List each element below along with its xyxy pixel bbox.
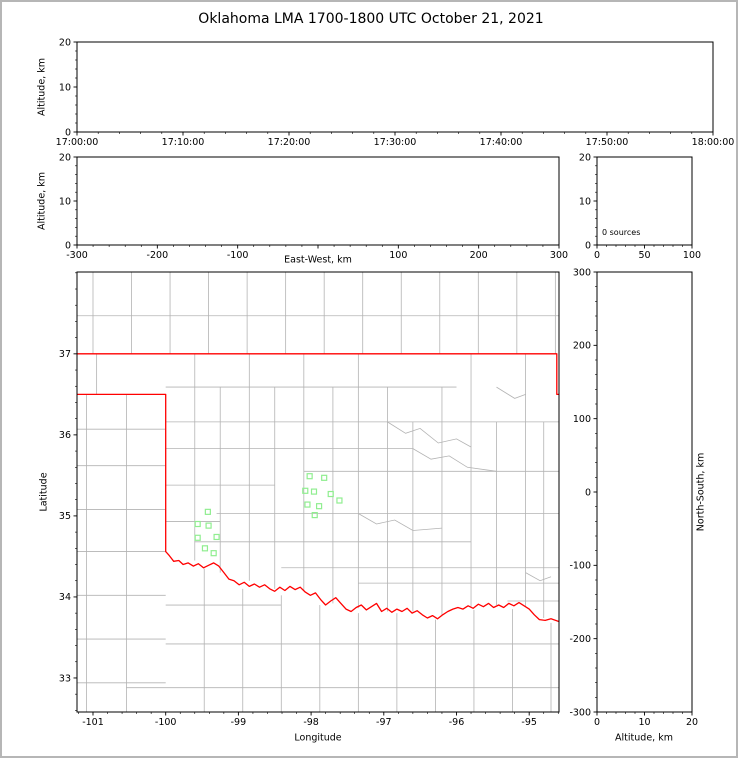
svg-text:200: 200 [470, 250, 488, 261]
time-altitude-ylabel: Altitude, km [36, 58, 48, 116]
map-ylabel: Latitude [38, 472, 50, 512]
altitude-hist-xlabel: Altitude, km [615, 732, 673, 744]
svg-text:100: 100 [389, 250, 407, 261]
svg-text:-100: -100 [227, 250, 249, 261]
map-xlabel: Longitude [294, 732, 342, 744]
svg-text:50: 50 [638, 250, 650, 261]
svg-text:-101: -101 [82, 717, 104, 728]
svg-text:-100: -100 [155, 717, 177, 728]
svg-text:20: 20 [59, 37, 71, 48]
svg-text:10: 10 [638, 717, 650, 728]
ew-altitude-ylabel: Altitude, km [36, 172, 48, 230]
svg-text:10: 10 [59, 196, 71, 207]
svg-text:0: 0 [594, 717, 600, 728]
panel-north-south [597, 272, 692, 712]
svg-text:17:20:00: 17:20:00 [268, 137, 311, 148]
svg-text:34: 34 [59, 592, 71, 603]
svg-text:200: 200 [573, 341, 591, 352]
svg-text:17:30:00: 17:30:00 [374, 137, 417, 148]
svg-text:100: 100 [573, 414, 591, 425]
svg-text:36: 36 [59, 430, 71, 441]
svg-text:0: 0 [594, 250, 600, 261]
panel-map [77, 272, 559, 712]
svg-text:-97: -97 [376, 717, 392, 728]
svg-text:35: 35 [59, 511, 71, 522]
svg-text:0: 0 [585, 487, 591, 498]
svg-text:17:00:00: 17:00:00 [56, 137, 99, 148]
panel-time-altitude [77, 42, 713, 132]
svg-text:-98: -98 [303, 717, 319, 728]
svg-text:33: 33 [59, 673, 71, 684]
svg-text:-200: -200 [569, 634, 591, 645]
svg-text:20: 20 [686, 717, 698, 728]
svg-text:37: 37 [59, 349, 71, 360]
svg-text:-300: -300 [66, 250, 88, 261]
svg-text:20: 20 [579, 152, 591, 163]
svg-text:20: 20 [59, 152, 71, 163]
ew-xlabel: East-West, km [284, 254, 352, 266]
svg-text:300: 300 [550, 250, 568, 261]
svg-text:0: 0 [65, 127, 71, 138]
svg-text:-300: -300 [569, 707, 591, 718]
svg-text:17:50:00: 17:50:00 [586, 137, 629, 148]
svg-text:-96: -96 [449, 717, 465, 728]
svg-text:0: 0 [585, 240, 591, 251]
figure-title: Oklahoma LMA 1700-1800 UTC October 21, 2… [198, 11, 544, 27]
svg-text:-100: -100 [569, 561, 591, 572]
svg-text:17:40:00: 17:40:00 [480, 137, 523, 148]
svg-text:17:10:00: 17:10:00 [162, 137, 205, 148]
svg-text:10: 10 [579, 196, 591, 207]
panel-ew-altitude [77, 157, 559, 245]
svg-text:18:00:00: 18:00:00 [692, 137, 735, 148]
svg-text:-95: -95 [521, 717, 537, 728]
svg-text:100: 100 [683, 250, 701, 261]
svg-text:-200: -200 [147, 250, 169, 261]
svg-text:10: 10 [59, 82, 71, 93]
svg-text:0: 0 [65, 240, 71, 251]
histogram-source-count: 0 sources [602, 228, 641, 237]
svg-text:-99: -99 [231, 717, 247, 728]
north-south-ylabel: North-South, km [695, 452, 707, 532]
svg-text:300: 300 [573, 267, 591, 278]
